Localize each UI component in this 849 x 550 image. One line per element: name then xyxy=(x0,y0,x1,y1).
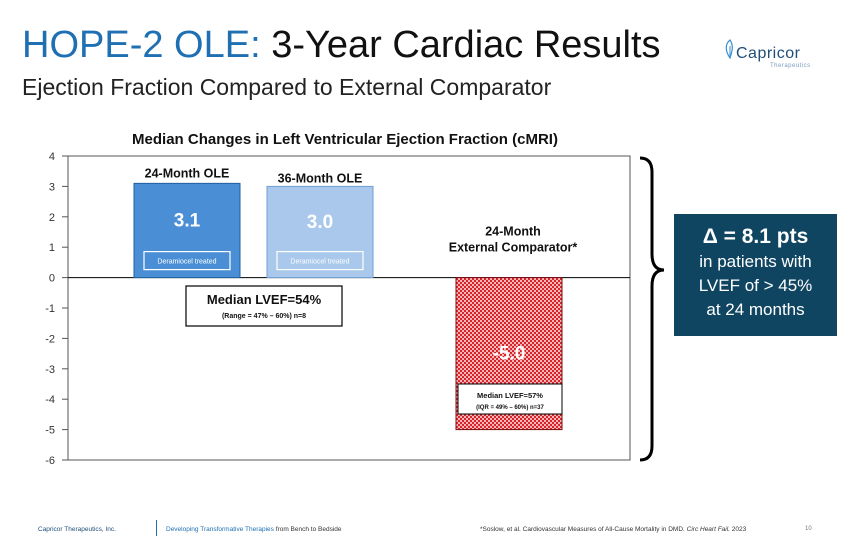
page-title: HOPE-2 OLE: 3-Year Cardiac Results xyxy=(22,22,661,68)
footer-tagline-rest: from Bench to Bedside xyxy=(275,526,342,533)
delta-line-3: at 24 months xyxy=(706,300,805,319)
bar-value-label-1: 3.1 xyxy=(174,210,201,231)
annotation-1-detail: (Range = 47% – 60%) n=8 xyxy=(222,313,306,320)
bar-1 xyxy=(133,182,241,279)
annotation-2-detail: (IQR = 49% – 60%) n=37 xyxy=(476,405,544,411)
y-tick-label: -3 xyxy=(45,364,55,376)
delta-line-1: in patients with xyxy=(699,252,812,271)
right-brace xyxy=(639,156,665,462)
delta-headline: Δ = 8.1 pts xyxy=(702,225,809,248)
citation-journal: Circ Heart Fail. xyxy=(686,526,730,533)
logo-subname: Therapeutics xyxy=(770,63,811,69)
logo-name: Capricor xyxy=(736,45,801,62)
treated-tag-label-1: Deramiocel treated xyxy=(157,259,216,266)
category-label-1: 24-Month OLE xyxy=(145,166,230,180)
title-part1: HOPE-2 OLE: xyxy=(22,24,261,66)
treated-tag-label-2: Deramiocel treated xyxy=(290,259,349,266)
treated-tag-box-1 xyxy=(143,251,231,271)
title-part2: 3-Year Cardiac Results xyxy=(271,24,661,66)
annotation-1-main: Median LVEF=54% xyxy=(207,292,322,307)
capricor-leaf-icon xyxy=(725,39,733,60)
bar-2 xyxy=(266,185,374,279)
capricor-logo: Capricor Therapeutics xyxy=(722,38,822,70)
category-label-3: External Comparator* xyxy=(449,241,578,255)
y-tick-label: 1 xyxy=(49,242,55,254)
bar-value-label-2: 3.0 xyxy=(307,212,333,233)
category-label-3: 24-Month xyxy=(485,225,541,239)
page-number: 10 xyxy=(805,526,812,532)
citation-text: *Soslow, et al. Cardiovascular Measures … xyxy=(480,526,685,533)
lvef-bar-chart: Median Changes in Left Ventricular Eject… xyxy=(45,131,665,467)
y-tick-label: -1 xyxy=(45,303,55,315)
category-label-2: 36-Month OLE xyxy=(278,171,363,185)
footer-citation: *Soslow, et al. Cardiovascular Measures … xyxy=(480,526,746,533)
page-subtitle: Ejection Fraction Compared to External C… xyxy=(22,74,552,100)
y-tick-label: -4 xyxy=(45,394,55,406)
footer-company: Capricor Therapeutics, Inc. xyxy=(38,526,116,533)
footer-tagline-highlight: Developing Transformative Therapies xyxy=(166,526,274,533)
y-tick-label: -6 xyxy=(45,455,55,467)
y-tick-label: 2 xyxy=(49,212,55,224)
annotation-box-2 xyxy=(457,383,563,415)
treated-tag-box-2 xyxy=(276,251,364,271)
annotation-2-main: Median LVEF=57% xyxy=(477,391,543,400)
delta-callout: Δ = 8.1 pts in patients with LVEF of > 4… xyxy=(674,214,837,336)
footer-separator xyxy=(156,520,157,536)
citation-year: 2023 xyxy=(731,526,747,533)
delta-line-2: LVEF of > 45% xyxy=(698,276,813,295)
y-tick-label: 4 xyxy=(49,151,55,163)
bar-value-label-3: -5.0 xyxy=(493,344,526,365)
chart-title: Median Changes in Left Ventricular Eject… xyxy=(132,131,558,148)
y-tick-label: 3 xyxy=(49,181,55,193)
annotation-box-1 xyxy=(185,285,343,327)
y-tick-label: -2 xyxy=(45,333,55,345)
y-tick-label: 0 xyxy=(49,273,55,285)
footer-tagline: Developing Transformative Therapies from… xyxy=(166,526,342,533)
y-tick-label: -5 xyxy=(45,425,55,437)
